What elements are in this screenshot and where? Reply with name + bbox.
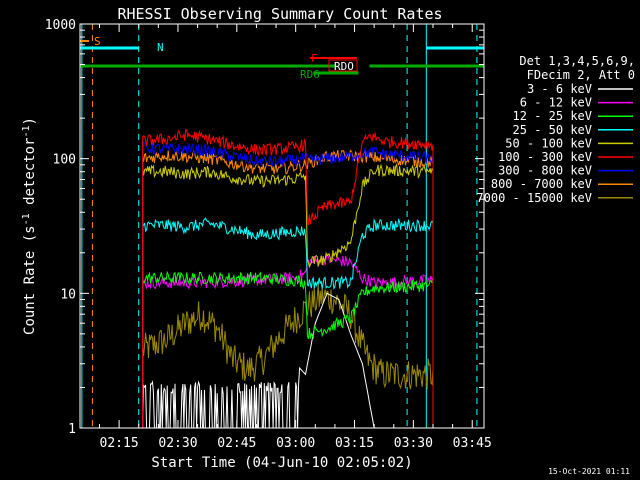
y-axis-label-exponent-2: -1 [21,125,32,137]
x-tick-label: 03:30 [394,436,433,451]
y-tick-label: 10 [60,287,76,302]
y-axis-label-text: Count Rate (s [22,225,38,335]
y-axis-label-close-paren: ) [22,117,38,125]
legend-entry-label: 25 - 50 keV [513,123,592,137]
night-label: N [157,41,164,54]
y-tick-label: 1 [68,422,76,437]
flare-label: F [311,52,318,65]
chart-title: RHESSI Observing Summary Count Rates [117,5,442,23]
saa-label: S [94,35,101,48]
x-tick-label: 02:15 [100,436,139,451]
legend-entry-label: 7000 - 15000 keV [476,191,592,205]
rdo-label: RDO [334,60,354,73]
y-axis-label: Count Rate (s-1 detector-1) [21,117,38,335]
x-tick-label: 02:30 [158,436,197,451]
legend-entry-label: 3 - 6 keV [527,82,592,96]
y-axis-label-detector: detector [22,138,38,214]
legend-entry-label: 6 - 12 keV [520,96,592,110]
x-axis-label: Start Time (04-Jun-10 02:05:02) [151,455,412,471]
x-tick-label: 03:15 [335,436,374,451]
legend-entry-label: 800 - 7000 keV [491,177,592,191]
legend-header: Det 1,3,4,5,6,9, [519,54,635,68]
legend-entry-label: 300 - 800 keV [498,164,592,178]
legend-entry-label: 100 - 300 keV [498,150,592,164]
x-tick-label: 02:45 [217,436,256,451]
footer-timestamp: 15-Oct-2021 01:11 [548,467,630,476]
legend-entry-label: 50 - 100 keV [505,136,592,150]
x-tick-label: 03:00 [276,436,315,451]
x-tick-label: 03:45 [453,436,492,451]
y-tick-label: 1000 [45,18,76,33]
rd6-label: RD6 [300,68,320,81]
y-axis-label-exponent-1: -1 [21,213,32,225]
legend-header: FDecim 2, Att 0 [527,68,635,82]
legend-entry-label: 12 - 25 keV [513,109,592,123]
y-tick-label: 100 [53,153,76,168]
